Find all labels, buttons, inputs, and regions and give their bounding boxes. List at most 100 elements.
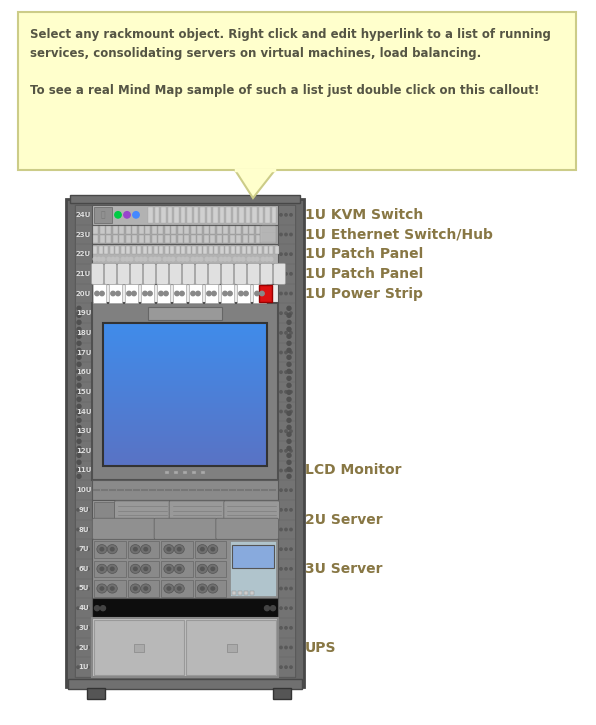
FancyBboxPatch shape [234, 263, 247, 284]
Circle shape [95, 291, 99, 296]
Circle shape [285, 548, 287, 550]
Circle shape [287, 341, 291, 345]
Bar [158, 234, 163, 243]
Circle shape [87, 273, 89, 275]
Circle shape [77, 327, 81, 331]
Circle shape [290, 469, 292, 472]
Bar [125, 284, 138, 302]
Bar [151, 234, 157, 243]
Circle shape [237, 257, 241, 261]
Bar [178, 225, 182, 234]
Circle shape [143, 257, 147, 261]
Circle shape [287, 426, 291, 429]
Circle shape [77, 410, 79, 413]
Bar [93, 225, 98, 234]
Text: 13U: 13U [76, 428, 91, 434]
Circle shape [290, 489, 292, 492]
Ellipse shape [177, 566, 182, 571]
Circle shape [87, 352, 89, 354]
Bar [203, 246, 207, 254]
Circle shape [100, 291, 104, 296]
Text: 3U: 3U [78, 625, 89, 631]
FancyBboxPatch shape [169, 263, 182, 284]
Bar [159, 246, 163, 254]
Circle shape [82, 371, 84, 373]
Bar [200, 207, 204, 223]
Circle shape [290, 607, 292, 610]
Bar [92, 283, 278, 303]
Bar [194, 541, 226, 558]
Bar [191, 225, 195, 234]
Circle shape [132, 291, 136, 296]
Bar [223, 234, 228, 243]
Bar [171, 225, 176, 234]
Bar [206, 207, 211, 223]
Circle shape [87, 489, 89, 492]
Bar [92, 303, 278, 481]
Circle shape [77, 529, 79, 531]
Circle shape [82, 450, 84, 452]
Bar [68, 679, 302, 689]
Bar [197, 225, 202, 234]
FancyBboxPatch shape [247, 263, 259, 284]
Ellipse shape [166, 547, 172, 552]
Bar [216, 225, 222, 234]
Circle shape [287, 384, 291, 387]
Circle shape [223, 257, 227, 261]
Text: 9U: 9U [78, 507, 89, 513]
Bar [219, 246, 224, 254]
Ellipse shape [100, 587, 104, 591]
Circle shape [82, 568, 84, 570]
Circle shape [77, 371, 79, 373]
Bar [237, 284, 250, 302]
Bar [203, 234, 209, 243]
Bar [265, 207, 269, 223]
Circle shape [287, 390, 291, 394]
Circle shape [290, 352, 292, 354]
Circle shape [287, 411, 291, 415]
FancyBboxPatch shape [274, 263, 285, 284]
Bar [175, 246, 179, 254]
Circle shape [285, 607, 287, 610]
Circle shape [77, 626, 79, 629]
Circle shape [116, 291, 120, 296]
Circle shape [285, 430, 287, 432]
Bar [161, 580, 193, 597]
Circle shape [280, 509, 282, 511]
Circle shape [82, 666, 84, 668]
Circle shape [261, 257, 265, 261]
Circle shape [244, 291, 248, 296]
Circle shape [271, 605, 275, 610]
Bar [145, 225, 150, 234]
Circle shape [77, 397, 81, 402]
Circle shape [143, 291, 147, 296]
Bar [145, 234, 150, 243]
Bar [182, 471, 187, 474]
Circle shape [285, 331, 287, 334]
Circle shape [82, 214, 84, 216]
Ellipse shape [97, 584, 107, 593]
Text: 5U: 5U [78, 586, 89, 592]
Text: 16U: 16U [76, 369, 91, 375]
Bar [94, 620, 184, 675]
Circle shape [280, 331, 282, 334]
Bar [148, 246, 152, 254]
Circle shape [285, 410, 287, 413]
Circle shape [280, 646, 282, 649]
Circle shape [207, 291, 211, 296]
Bar [92, 264, 278, 283]
Bar [210, 234, 215, 243]
Ellipse shape [164, 564, 174, 573]
Circle shape [77, 307, 81, 310]
Bar [210, 225, 215, 234]
Bar [260, 225, 276, 244]
Circle shape [82, 587, 84, 589]
Circle shape [280, 233, 282, 236]
Text: 11U: 11U [76, 468, 91, 473]
Bar [173, 471, 178, 474]
Circle shape [285, 233, 287, 236]
Bar [231, 246, 234, 254]
Circle shape [280, 273, 282, 275]
Circle shape [290, 529, 292, 531]
Circle shape [290, 646, 292, 649]
